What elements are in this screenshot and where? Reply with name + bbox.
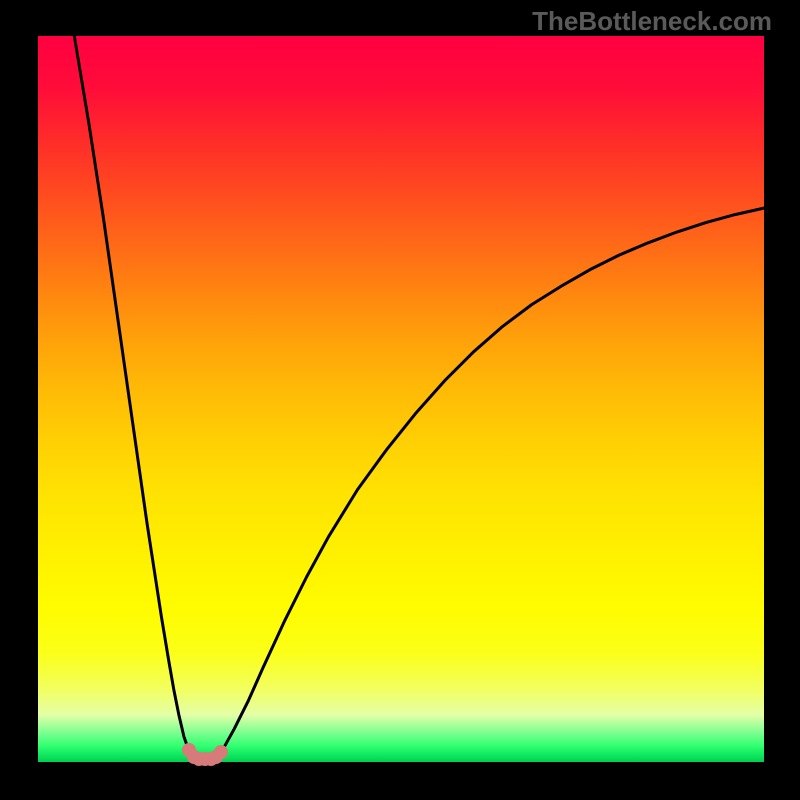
curve-marker bbox=[214, 745, 228, 759]
chart-container: TheBottleneck.com bbox=[0, 0, 800, 800]
watermark-text: TheBottleneck.com bbox=[532, 6, 772, 37]
curve-branch bbox=[74, 36, 194, 758]
bottleneck-curve bbox=[38, 36, 764, 762]
plot-area bbox=[38, 36, 764, 762]
curve-branch bbox=[216, 208, 764, 758]
